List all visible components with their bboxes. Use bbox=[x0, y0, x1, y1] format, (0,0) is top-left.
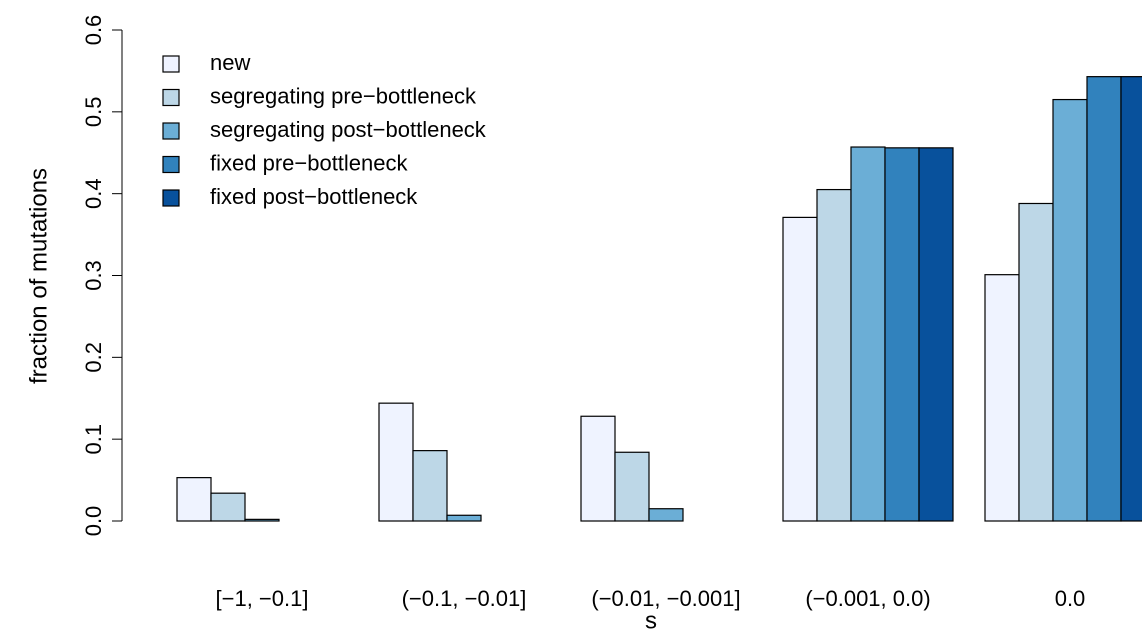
bar bbox=[816, 188, 852, 522]
y-axis-label: fraction of mutations bbox=[25, 168, 52, 384]
y-tick-label: 0.1 bbox=[81, 424, 106, 455]
bar bbox=[782, 216, 818, 522]
y-tick-label: 0.5 bbox=[81, 97, 106, 128]
legend-label: fixed post−bottleneck bbox=[210, 184, 418, 209]
legend-label: segregating post−bottleneck bbox=[210, 117, 487, 142]
x-tick-label: [−1, −0.1] bbox=[216, 586, 309, 611]
bar bbox=[648, 508, 684, 522]
bar bbox=[446, 514, 482, 522]
x-tick-label: (−0.001, 0.0) bbox=[805, 586, 930, 611]
legend-swatch bbox=[162, 189, 180, 207]
x-tick-label: 0.0 bbox=[1055, 586, 1086, 611]
bar bbox=[1052, 98, 1088, 522]
bar bbox=[614, 451, 650, 522]
legend-swatch bbox=[162, 55, 180, 73]
y-tick-label: 0.0 bbox=[81, 506, 106, 537]
y-tick-label: 0.3 bbox=[81, 260, 106, 291]
x-axis-label: s bbox=[645, 607, 657, 634]
y-tick-label: 0.6 bbox=[81, 15, 106, 46]
bar bbox=[580, 415, 616, 522]
bar bbox=[378, 402, 414, 522]
legend-label: segregating pre−bottleneck bbox=[210, 83, 477, 108]
y-tick-label: 0.4 bbox=[81, 178, 106, 209]
bar bbox=[984, 274, 1020, 522]
bar bbox=[884, 147, 920, 522]
bar bbox=[1018, 202, 1054, 522]
bar bbox=[244, 518, 280, 522]
bar bbox=[850, 146, 886, 522]
bar bbox=[1120, 76, 1142, 522]
legend-swatch bbox=[162, 155, 180, 174]
bar bbox=[412, 450, 448, 522]
x-tick-label: (−0.01, −0.001] bbox=[591, 586, 740, 611]
x-tick-label: (−0.1, −0.01] bbox=[402, 586, 527, 611]
legend-label: new bbox=[210, 50, 250, 75]
legend-swatch bbox=[162, 122, 180, 140]
bar bbox=[210, 492, 246, 522]
legend-swatch bbox=[162, 88, 180, 107]
legend-label: fixed pre−bottleneck bbox=[210, 150, 409, 175]
bar bbox=[918, 147, 954, 522]
y-tick-label: 0.2 bbox=[81, 342, 106, 373]
bar bbox=[176, 477, 212, 522]
bar bbox=[1086, 76, 1122, 522]
